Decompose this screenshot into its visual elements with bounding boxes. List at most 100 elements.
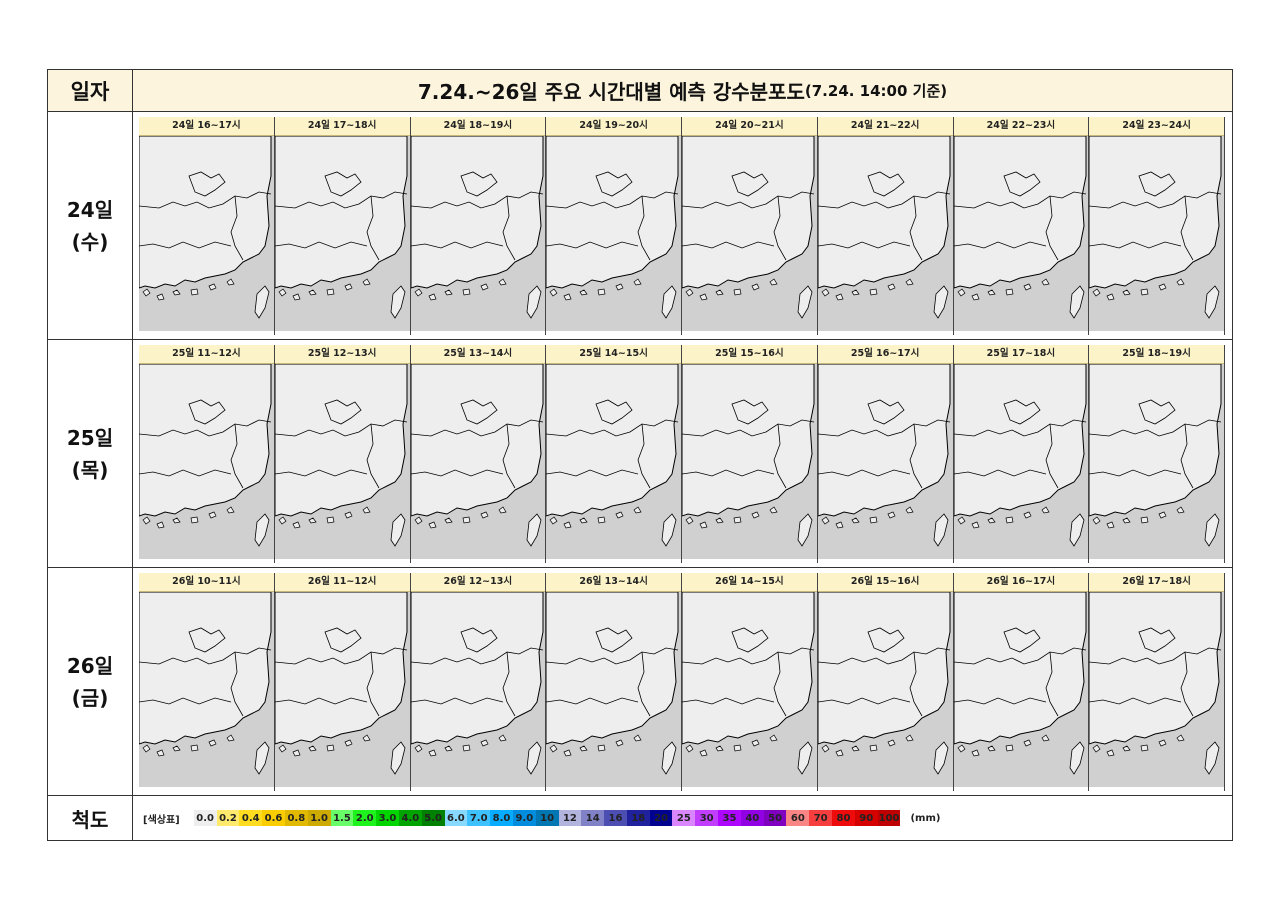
scale-swatch: 10 [535, 810, 559, 826]
forecast-panel: 26일 10~11시 [139, 573, 275, 791]
forecast-panel: 25일 12~13시 [274, 345, 411, 563]
panel-time-label: 26일 16~17시 [953, 573, 1089, 592]
precipitation-map [410, 136, 546, 331]
forecast-panel: 26일 11~12시 [274, 573, 411, 791]
scale-swatch: 100 [877, 810, 901, 826]
panel-time-label: 24일 21~22시 [817, 117, 953, 136]
scale-unit: (mm) [910, 812, 941, 824]
row-day: 24일 [66, 197, 114, 222]
panel-time-label: 25일 12~13시 [274, 345, 410, 364]
panel-time-label: 26일 14~15시 [682, 573, 817, 592]
precipitation-map [953, 592, 1089, 787]
precipitation-map [1089, 136, 1224, 331]
scale-swatch: 80 [832, 810, 855, 826]
precipitation-map [1089, 592, 1224, 787]
forecast-panel: 25일 15~16시 [682, 345, 818, 563]
scale-swatch: 50 [763, 810, 787, 826]
panel-time-label: 26일 13~14시 [546, 573, 681, 592]
forecast-panel: 24일 21~22시 [817, 117, 954, 335]
precipitation-map [274, 592, 410, 787]
scale-swatch: 20 [649, 810, 673, 826]
row-weekday: (수) [71, 229, 109, 254]
row-weekday: (금) [71, 685, 109, 710]
precipitation-map [682, 136, 817, 331]
precipitation-map [410, 364, 546, 559]
scale-swatch: 0.8 [284, 810, 308, 826]
precipitation-map [953, 364, 1089, 559]
forecast-panel: 24일 22~23시 [953, 117, 1090, 335]
row-maps-26: 26일 10~11시 26일 11~12시 26일 12~13시 26일 13~14시… [133, 568, 1232, 796]
precipitation-map [274, 136, 410, 331]
forecast-panel: 25일 14~15시 [546, 345, 682, 563]
forecast-panel: 24일 18~19시 [410, 117, 547, 335]
precipitation-map [682, 592, 817, 787]
scale-swatches: 0.0 0.2 0.4 0.6 0.8 1.0 1.5 2.0 3.0 4.0 5.0 6.0 7.0 8… [193, 810, 901, 826]
scale-swatch: 14 [581, 810, 605, 826]
row-day: 25일 [66, 425, 114, 450]
panel-time-label: 26일 12~13시 [410, 573, 546, 592]
precipitation-map [546, 592, 681, 787]
forecast-panel: 26일 13~14시 [546, 573, 682, 791]
scale-swatch: 25 [672, 810, 696, 826]
panel-time-label: 24일 18~19시 [410, 117, 546, 136]
row-label-24: 24일 (수) [48, 112, 133, 340]
scale-swatch: 7.0 [467, 810, 491, 826]
scale-swatch: 6.0 [444, 810, 468, 826]
date-column-header: 일자 [48, 70, 133, 112]
panel-time-label: 25일 14~15시 [546, 345, 681, 364]
scale-swatch: 35 [718, 810, 741, 826]
precipitation-map [139, 592, 274, 787]
forecast-panel: 25일 11~12시 [139, 345, 275, 563]
panel-time-label: 24일 16~17시 [139, 117, 274, 136]
panel-time-label: 26일 17~18시 [1089, 573, 1224, 592]
scale-swatch: 3.0 [376, 810, 399, 826]
forecast-panel: 25일 17~18시 [953, 345, 1090, 563]
scale-swatch: 90 [854, 810, 878, 826]
forecast-panel: 24일 19~20시 [546, 117, 682, 335]
panel-time-label: 24일 19~20시 [546, 117, 681, 136]
scale-swatch: 0.2 [216, 810, 240, 826]
forecast-panel: 24일 17~18시 [274, 117, 411, 335]
row-weekday: (목) [71, 457, 109, 482]
forecast-panel: 26일 16~17시 [953, 573, 1090, 791]
panel-time-label: 25일 16~17시 [817, 345, 953, 364]
precipitation-map [817, 592, 953, 787]
scale-swatch: 0.6 [262, 810, 285, 826]
panel-time-label: 25일 13~14시 [410, 345, 546, 364]
scale-swatch: 9.0 [512, 810, 536, 826]
row-label-25: 25일 (목) [48, 340, 133, 568]
scale-swatch: 40 [740, 810, 764, 826]
forecast-panel: 25일 18~19시 [1089, 345, 1225, 563]
panel-time-label: 26일 15~16시 [817, 573, 953, 592]
scale-swatch: 0.4 [239, 810, 263, 826]
row-day: 26일 [66, 653, 114, 678]
row-label-26: 26일 (금) [48, 568, 133, 796]
scale-swatch: 12 [558, 810, 582, 826]
panel-time-label: 25일 11~12시 [139, 345, 274, 364]
scale-swatch: 18 [626, 810, 650, 826]
scale-swatch: 70 [809, 810, 833, 826]
row-maps-24: 24일 16~17시 24일 17~18시 24일 18~19시 24일 19~20시… [133, 112, 1232, 340]
title-main: 7.24.~26일 주요 시간대별 예측 강수분포도 [417, 80, 805, 104]
forecast-panel: 26일 17~18시 [1089, 573, 1225, 791]
scale-swatch: 8.0 [490, 810, 513, 826]
precipitation-map [410, 592, 546, 787]
precipitation-map [817, 364, 953, 559]
panel-time-label: 25일 15~16시 [682, 345, 817, 364]
panel-time-label: 24일 17~18시 [274, 117, 410, 136]
precipitation-map [139, 136, 274, 331]
scale-swatch: 2.0 [353, 810, 377, 826]
forecast-panel: 24일 23~24시 [1089, 117, 1225, 335]
precipitation-map [139, 364, 274, 559]
precipitation-map [274, 364, 410, 559]
forecast-panel: 26일 12~13시 [410, 573, 547, 791]
panel-time-label: 24일 23~24시 [1089, 117, 1224, 136]
row-maps-25: 25일 11~12시 25일 12~13시 25일 13~14시 25일 14~15시… [133, 340, 1232, 568]
panel-time-label: 26일 10~11시 [139, 573, 274, 592]
color-scale: [색상표] 0.0 0.2 0.4 0.6 0.8 1.0 1.5 2.0 3.0 4.0 5.0 6… [133, 796, 1232, 840]
scale-swatch: 1.5 [330, 810, 354, 826]
precipitation-map [546, 136, 681, 331]
precipitation-map [546, 364, 681, 559]
scale-label: 척도 [48, 796, 133, 840]
forecast-panel: 26일 15~16시 [817, 573, 954, 791]
